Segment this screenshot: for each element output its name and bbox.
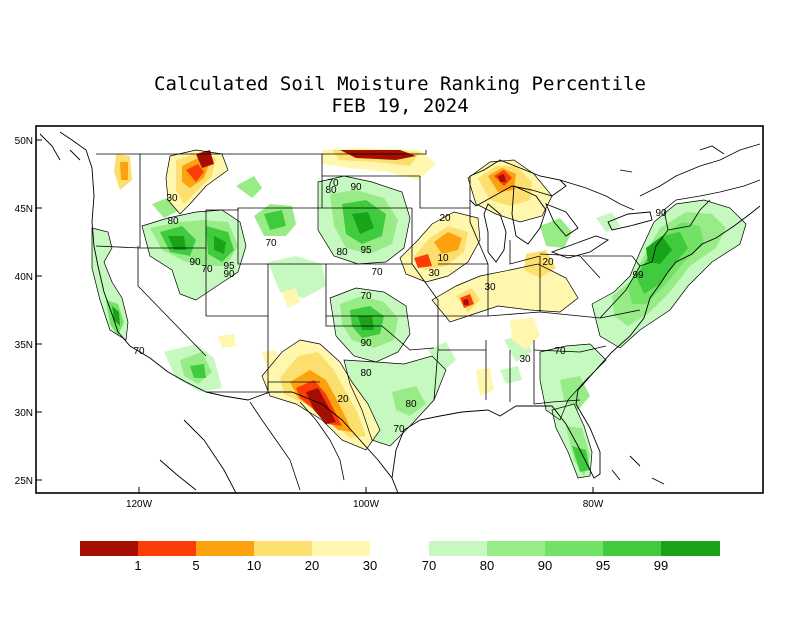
contour-label: 30 xyxy=(166,193,178,204)
great-lakes xyxy=(469,159,653,263)
latitude-labels: 50N 45N 40N 35N 30N 25N xyxy=(15,136,33,487)
contour-label: 90 xyxy=(360,338,372,349)
legend-swatch-dry-3 xyxy=(196,541,254,556)
legend-colorbar xyxy=(80,541,720,556)
axis-ticks xyxy=(36,139,594,493)
legend-label: 30 xyxy=(363,558,377,573)
coastline xyxy=(39,131,761,493)
contour-lines xyxy=(91,149,747,479)
state-borders xyxy=(95,150,711,405)
lon-tick-label: 80W xyxy=(583,499,604,510)
legend-label: 80 xyxy=(480,558,494,573)
legend-swatch-wet-5 xyxy=(661,541,720,556)
legend-label: 70 xyxy=(422,558,436,573)
legend-swatch-wet-4 xyxy=(603,541,661,556)
contour-value-labels: 30 80 90 70 70 80 95 90 70 95 90 80 70 3… xyxy=(133,178,667,435)
legend-labels: 1 5 10 20 30 70 80 90 95 99 xyxy=(134,558,668,573)
map-title: Calculated Soil Moisture Ranking Percent… xyxy=(154,73,646,95)
legend-label: 20 xyxy=(305,558,319,573)
legend-label: 10 xyxy=(247,558,261,573)
contour-label: 90 xyxy=(655,208,667,219)
contour-label: 70 xyxy=(360,291,372,302)
legend-swatch-dry-4 xyxy=(254,541,312,556)
legend-swatch-wet-2 xyxy=(487,541,545,556)
contour-label: 30 xyxy=(519,354,531,365)
canada-mexico-outline xyxy=(249,143,761,491)
legend-swatch-dry-5 xyxy=(312,541,370,556)
contour-label: 70 xyxy=(554,346,566,357)
contour-label: 70 xyxy=(133,346,145,357)
dry-anomaly-regions xyxy=(114,148,578,450)
contour-label: 20 xyxy=(439,213,451,224)
legend-label: 90 xyxy=(538,558,552,573)
contour-label: 95 xyxy=(223,261,235,272)
lat-tick-label: 50N xyxy=(15,136,33,147)
contour-label: 99 xyxy=(632,270,644,281)
contour-label: 20 xyxy=(337,394,349,405)
lat-tick-label: 40N xyxy=(15,272,33,283)
contour-label: 10 xyxy=(437,253,449,264)
legend-label: 5 xyxy=(192,558,199,573)
contour-label: 80 xyxy=(405,399,417,410)
contour-label: 70 xyxy=(371,267,383,278)
contour-label: 90 xyxy=(189,257,201,268)
contour-label: 70 xyxy=(265,238,277,249)
contour-label: 80 xyxy=(360,368,372,379)
contour-label: 20 xyxy=(542,257,554,268)
map-date: FEB 19, 2024 xyxy=(331,95,469,117)
contour-label: 95 xyxy=(360,245,372,256)
lon-tick-label: 100W xyxy=(353,499,380,510)
lon-tick-label: 120W xyxy=(126,499,153,510)
contour-label: 80 xyxy=(336,247,348,258)
legend-swatch-wet-3 xyxy=(545,541,603,556)
lat-tick-label: 25N xyxy=(15,476,33,487)
contour-label: 70 xyxy=(201,264,213,275)
contour-label: 90 xyxy=(350,182,362,193)
contour-label: 90 xyxy=(223,269,235,280)
lat-tick-label: 30N xyxy=(15,408,33,419)
lat-tick-label: 45N xyxy=(15,204,33,215)
legend-label: 95 xyxy=(596,558,610,573)
legend-label: 1 xyxy=(134,558,141,573)
map-frame xyxy=(35,125,764,494)
contour-label: 80 xyxy=(167,216,179,227)
contour-label: 70 xyxy=(327,178,339,189)
legend-swatch-wet-1 xyxy=(429,541,487,556)
contour-label: 70 xyxy=(393,424,405,435)
legend-label: 99 xyxy=(654,558,668,573)
legend-swatch-dry-2 xyxy=(138,541,196,556)
contour-label: 30 xyxy=(484,282,496,293)
contour-label: 30 xyxy=(428,268,440,279)
lat-tick-label: 35N xyxy=(15,340,33,351)
contour-label: 80 xyxy=(325,185,337,196)
legend-swatch-dry-1 xyxy=(80,541,138,556)
longitude-labels: 120W 100W 80W xyxy=(126,499,604,510)
